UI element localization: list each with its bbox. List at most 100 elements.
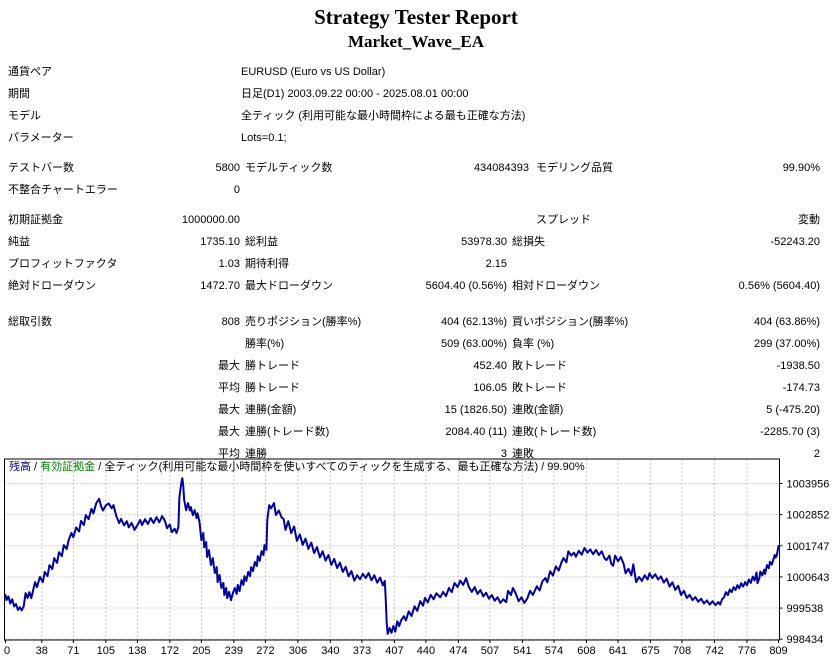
expected-payoff-value: 2.15 (485, 258, 507, 270)
legend-part-1: / (31, 461, 41, 473)
short-positions-value: 404 (62.13%) (440, 316, 507, 328)
x-axis-label: 306 (289, 645, 307, 657)
x-axis-label: 507 (481, 645, 499, 657)
model-value: 全ティック (利用可能な最小時間枠による最も正確な方法) (241, 110, 526, 122)
parameters-value: Lots=0.1; (241, 132, 287, 144)
maximum-label: 最大 (218, 404, 240, 416)
period-label: 期間 (8, 88, 30, 100)
report-row: 期間 日足(D1) 2003.09.22 00:00 - 2025.08.01 0… (0, 88, 832, 103)
report-row: テストバー数 5800 モデルティック数 434084393 モデリング品質 99.90% (0, 162, 832, 177)
y-axis-label: 1002852 (787, 510, 830, 522)
expert-advisor-name: Market_Wave_EA (348, 32, 484, 51)
report-row: パラメーター Lots=0.1; (0, 132, 832, 147)
bars-in-test-value: 5800 (215, 162, 240, 174)
max-consecutive-loss-value: -2285.70 (3) (760, 426, 820, 438)
model-label: モデル (8, 110, 41, 122)
maximal-drawdown-label: 最大ドローダウン (245, 280, 333, 292)
gross-loss-label: 総損失 (512, 236, 545, 248)
x-axis-label: 708 (673, 645, 691, 657)
report-title: Strategy Tester Report (314, 5, 518, 29)
y-axis-label: 1003956 (787, 478, 830, 490)
x-axis-label: 138 (128, 645, 146, 657)
profit-factor-label: プロフィットファクタ (8, 258, 118, 270)
report-row: 勝率(%) 509 (63.00%) 負率 (%) 299 (37.00%) (0, 338, 832, 353)
x-axis-label: 373 (353, 645, 371, 657)
avg-consecutive-losses-value: 2 (813, 448, 820, 460)
initial-deposit-label: 初期証拠金 (8, 214, 63, 226)
total-net-profit-value: 1735.10 (200, 236, 240, 248)
avg-consecutive-wins-label: 連勝 (245, 448, 267, 460)
total-net-profit-label: 純益 (8, 236, 30, 248)
period-value: 日足(D1) 2003.09.22 00:00 - 2025.08.01 00:… (241, 88, 469, 100)
report-row: 最大 連勝(金額) 15 (1826.50) 連敗(金額) 5 (-475.20) (0, 404, 832, 419)
x-axis-label: 474 (449, 645, 467, 657)
gross-loss-value: -52243.20 (770, 236, 820, 248)
report-row: 総取引数 808 売りポジション(勝率%) 404 (62.13%) 買いポジション(勝… (0, 316, 832, 331)
largest-label: 最大 (218, 360, 240, 372)
report-row: 絶対ドローダウン 1472.70 最大ドローダウン 5604.40 (0.56%) 相対… (0, 280, 832, 295)
x-axis-label: 272 (256, 645, 274, 657)
max-consecutive-profit-value: 2084.40 (11) (445, 426, 507, 438)
x-axis-label: 407 (385, 645, 403, 657)
x-axis-label: 608 (577, 645, 595, 657)
report-row: 通貨ペア EURUSD (Euro vs US Dollar) (0, 66, 832, 81)
long-positions-value: 404 (63.86%) (753, 316, 820, 328)
x-axis-label: 809 (769, 645, 787, 657)
max-consecutive-profit-label: 連勝(トレード数) (245, 426, 330, 438)
parameters-label: パラメーター (8, 132, 74, 144)
x-axis-label: 105 (97, 645, 115, 657)
y-axis-label: 1001747 (787, 541, 830, 553)
largest-loss-trade-label: 敗トレード (512, 360, 567, 372)
avg-consecutive-wins-value: 3 (500, 448, 507, 460)
average-consecutive-label: 平均 (218, 448, 240, 460)
bars-in-test-label: テストバー数 (8, 162, 74, 174)
report-row: 純益 1735.10 総利益 53978.30 総損失 -52243.20 (0, 236, 832, 251)
spread-label: スプレッド (536, 214, 591, 226)
report-row: 最大 連勝(トレード数) 2084.40 (11) 連敗(トレード数) -2285.70… (0, 426, 832, 441)
x-axis-label: 340 (321, 645, 339, 657)
legend-part-3: / 全ティック(利用可能な最小時間枠を使いすべてのティックを生成する、最も正確な… (95, 461, 585, 473)
report-row: 初期証拠金 1000000.00 スプレッド 変動 (0, 214, 832, 229)
loss-trades-value: 299 (37.00%) (753, 338, 820, 350)
profit-factor-value: 1.03 (218, 258, 240, 270)
report-row: 最大 勝トレード 452.40 敗トレード -1938.50 (0, 360, 832, 375)
x-axis-label: 38 (36, 645, 48, 657)
loss-trades-label: 負率 (%) (512, 338, 555, 350)
max-consecutive-loss-label: 連敗(トレード数) (512, 426, 597, 438)
legend-part-0: 残高 (9, 461, 31, 473)
y-axis-label: 999538 (787, 603, 824, 615)
x-axis-label: 574 (545, 645, 563, 657)
x-axis-label: 71 (67, 645, 79, 657)
gross-profit-value: 53978.30 (461, 236, 507, 248)
modelling-quality-value: 99.90% (782, 162, 820, 174)
x-axis-label: 205 (192, 645, 210, 657)
currency-pair-value: EURUSD (Euro vs US Dollar) (241, 66, 386, 78)
x-axis-label: 742 (705, 645, 723, 657)
absolute-drawdown-value: 1472.70 (200, 280, 240, 292)
maximal-drawdown-value: 5604.40 (0.56%) (425, 280, 507, 292)
max-consecutive-losses-label: 連敗(金額) (512, 404, 564, 416)
gross-profit-label: 総利益 (245, 236, 278, 248)
profit-trades-label: 勝率(%) (245, 338, 285, 350)
largest-profit-trade-value: 452.40 (473, 360, 507, 372)
x-axis-label: 641 (609, 645, 627, 657)
plot-border (4, 458, 780, 641)
max-consecutive-wins-label: 連勝(金額) (245, 404, 297, 416)
report-row: プロフィットファクタ 1.03 期待利得 2.15 (0, 258, 832, 273)
total-trades-value: 808 (221, 316, 240, 328)
x-axis-label: 172 (161, 645, 179, 657)
ticks-modelled-value: 434084393 (473, 162, 529, 174)
max-consecutive-losses-value: 5 (-475.20) (766, 404, 820, 416)
mismatched-charts-errors-value: 0 (233, 184, 240, 196)
profit-trades-value: 509 (63.00%) (440, 338, 507, 350)
max-consecutive-wins-value: 15 (1826.50) (444, 404, 507, 416)
largest-profit-trade-label: 勝トレード (245, 360, 300, 372)
x-axis-label: 776 (738, 645, 756, 657)
average-loss-trade-label: 敗トレード (512, 382, 567, 394)
average-loss-trade-value: -174.73 (782, 382, 820, 394)
initial-deposit-value: 1000000.00 (181, 214, 240, 226)
average-label: 平均 (218, 382, 240, 394)
report-row: 平均 勝トレード 106.05 敗トレード -174.73 (0, 382, 832, 397)
currency-pair-label: 通貨ペア (8, 66, 52, 78)
